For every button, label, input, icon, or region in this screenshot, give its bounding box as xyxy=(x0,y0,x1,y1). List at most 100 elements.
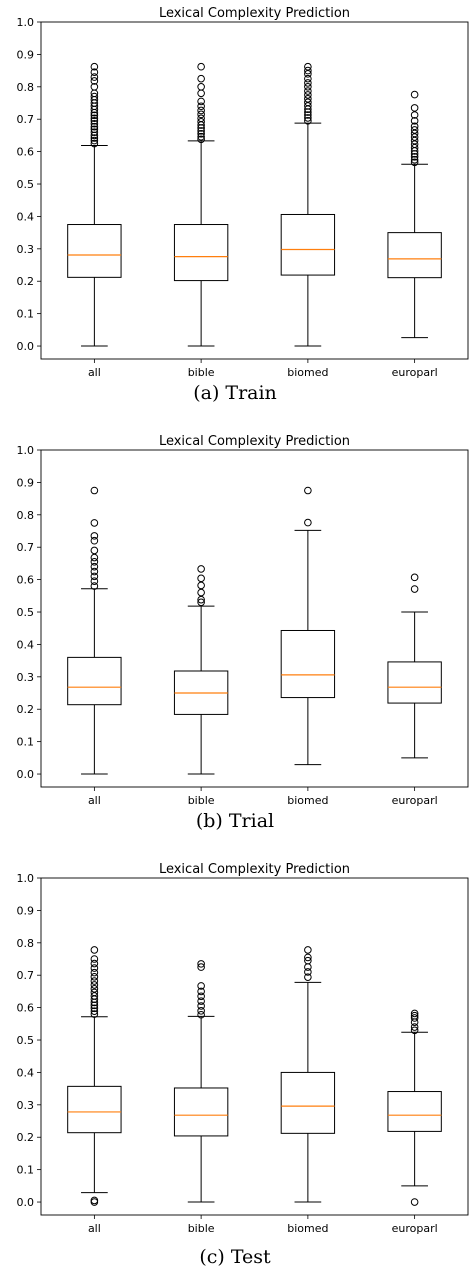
outlier-point xyxy=(197,987,205,996)
iqr-box xyxy=(387,661,442,704)
x-tick-label: biomed xyxy=(287,366,328,379)
iqr-box xyxy=(280,213,336,276)
outlier-point xyxy=(197,74,205,83)
box-bible xyxy=(173,62,229,347)
outlier-point xyxy=(410,122,419,131)
outlier-point xyxy=(197,960,205,968)
box-bible xyxy=(173,565,229,775)
outlier-point xyxy=(197,565,205,573)
box-europarl xyxy=(387,1009,442,1206)
outlier-point xyxy=(410,104,419,112)
outlier-point xyxy=(304,74,312,83)
chart-title: Lexical Complexity Prediction xyxy=(159,434,350,449)
y-tick-label: 0.3 xyxy=(17,243,35,256)
outlier-point xyxy=(197,598,205,607)
outlier-point xyxy=(90,62,99,71)
outlier-point xyxy=(197,114,205,123)
box-all xyxy=(67,486,122,775)
box-biomed xyxy=(280,486,336,766)
outlier-point xyxy=(197,982,205,990)
outlier-point xyxy=(90,117,99,125)
trial-boxplot: Lexical Complexity Prediction 0.0 0.1 0.2 0.… xyxy=(17,434,469,807)
y-tick-label: 0.6 xyxy=(17,146,35,159)
outlier-point xyxy=(90,1196,99,1205)
iqr-box xyxy=(280,629,336,699)
outlier-point xyxy=(197,135,205,144)
outlier-point xyxy=(90,134,99,142)
outlier-point xyxy=(90,1007,99,1015)
trial-panel: Lexical Complexity Prediction 0.0 0.1 0.2 0.… xyxy=(0,428,470,848)
outlier-point xyxy=(90,567,99,576)
y-tick-label: 0.2 xyxy=(17,275,35,288)
plot-frame xyxy=(40,877,469,1216)
outlier-point xyxy=(410,126,419,134)
outlier-point xyxy=(410,1014,419,1022)
outlier-point xyxy=(410,1026,419,1035)
y-tick-label: 0.3 xyxy=(17,1099,35,1112)
outlier-point xyxy=(197,132,205,141)
outlier-point xyxy=(410,1198,419,1206)
outlier-point xyxy=(197,574,205,583)
outlier-point xyxy=(304,111,312,119)
outlier-point xyxy=(90,114,99,123)
outlier-point xyxy=(90,83,99,91)
outlier-point xyxy=(90,557,99,566)
iqr-box xyxy=(387,1091,442,1132)
outlier-point xyxy=(90,985,99,993)
box-all xyxy=(67,946,122,1206)
outlier-point xyxy=(197,997,205,1005)
outlier-point xyxy=(304,79,312,87)
outlier-point xyxy=(304,98,312,107)
y-tick-label: 1.0 xyxy=(17,444,35,457)
y-tick-label: 1.0 xyxy=(17,16,35,29)
y-tick-label: 0.6 xyxy=(17,1002,35,1015)
outlier-point xyxy=(304,946,312,954)
outlier-point xyxy=(304,117,312,125)
outlier-point xyxy=(410,90,419,99)
box-all xyxy=(67,62,122,347)
outlier-point xyxy=(90,73,99,81)
box-europarl xyxy=(387,90,442,339)
iqr-box xyxy=(67,656,122,706)
plot-frame xyxy=(40,21,469,360)
y-tick-label: 1.0 xyxy=(17,872,35,885)
outlier-point xyxy=(90,1004,99,1013)
outlier-point xyxy=(304,91,312,99)
outlier-point xyxy=(90,955,99,963)
outlier-point xyxy=(197,581,205,590)
x-tick-label: bible xyxy=(188,794,215,807)
outlier-point xyxy=(410,129,419,138)
outlier-point xyxy=(90,128,99,136)
box-biomed xyxy=(280,62,336,347)
y-tick-label: 0.0 xyxy=(17,1196,35,1209)
outlier-point xyxy=(197,62,205,71)
outlier-point xyxy=(90,536,99,545)
y-tick-label: 0.7 xyxy=(17,113,35,126)
y-tick-label: 0.4 xyxy=(17,1066,35,1079)
y-tick-label: 0.2 xyxy=(17,703,35,716)
chart-title: Lexical Complexity Prediction xyxy=(159,862,350,877)
outlier-point xyxy=(304,114,312,122)
outlier-point xyxy=(90,964,99,972)
outlier-point xyxy=(90,1010,99,1018)
box-biomed xyxy=(280,946,336,1203)
y-tick-label: 0.8 xyxy=(17,509,35,522)
y-tick-label: 0.4 xyxy=(17,210,35,223)
outlier-point xyxy=(197,963,205,971)
x-tick-label: all xyxy=(88,366,101,379)
outlier-point xyxy=(304,87,312,95)
outlier-point xyxy=(410,573,419,582)
iqr-box xyxy=(173,1087,229,1137)
outlier-point xyxy=(410,1023,419,1031)
x-tick-label: all xyxy=(88,1222,101,1235)
outlier-point xyxy=(90,572,99,581)
outlier-point xyxy=(410,117,419,125)
outlier-point xyxy=(304,62,312,71)
outlier-point xyxy=(90,486,99,495)
outlier-point xyxy=(90,992,99,1000)
outlier-point xyxy=(90,139,99,148)
outlier-point xyxy=(90,92,99,101)
outlier-point xyxy=(90,959,99,968)
y-tick-label: 0.8 xyxy=(17,937,35,950)
outlier-point xyxy=(197,588,205,597)
